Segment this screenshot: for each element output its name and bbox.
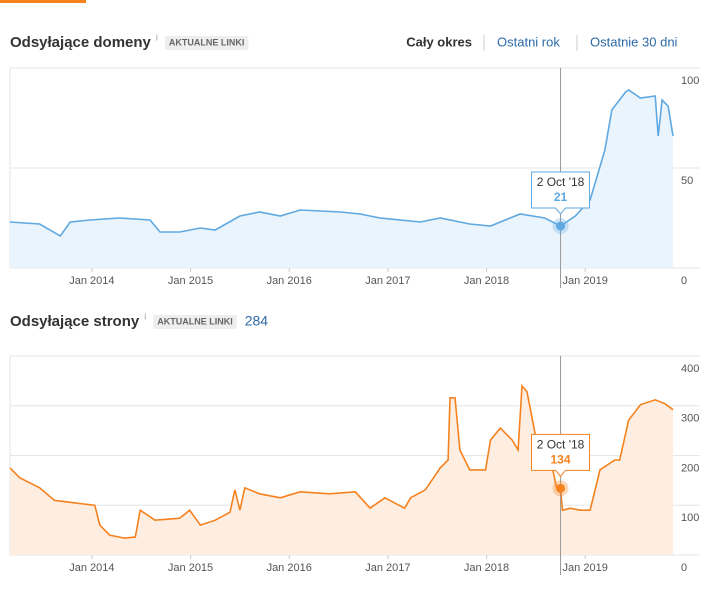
tooltip-value: 134: [551, 453, 571, 467]
y-tick-label: 0: [681, 275, 687, 287]
tooltip-box: [531, 433, 591, 478]
area: [10, 385, 673, 555]
tooltip-box: [531, 171, 591, 215]
y-tick-label: 200: [681, 462, 699, 474]
y-tick-label: 100: [681, 512, 699, 524]
x-tick-label: Jan 2014: [69, 562, 114, 574]
x-tick-label: Jan 2019: [563, 275, 608, 287]
y-tick-label: 50: [681, 175, 693, 187]
x-tick-label: Jan 2015: [168, 275, 213, 287]
x-tick-label: Jan 2017: [365, 562, 410, 574]
info-icon: i: [156, 32, 158, 42]
tooltip-date: 2 Oct '18: [537, 438, 585, 452]
y-tick-label: 0: [681, 562, 687, 574]
x-tick-label: Jan 2015: [168, 562, 213, 574]
line: [9, 383, 674, 539]
tab[interactable]: Ostatni rok: [497, 34, 560, 49]
badge-bg: [164, 36, 249, 50]
badge: AKTUALNE LINKI: [169, 37, 245, 47]
tab[interactable]: Ostatnie 30 dni: [590, 34, 678, 49]
x-tick-label: Jan 2017: [365, 275, 410, 287]
area: [10, 90, 673, 268]
x-tick-label: Jan 2019: [563, 562, 608, 574]
x-tick-label: Jan 2018: [464, 562, 509, 574]
x-tick-label: Jan 2014: [69, 275, 114, 287]
y-tick-label: 300: [681, 413, 699, 425]
tab[interactable]: Cały okres: [406, 34, 472, 49]
x-tick-label: Jan 2016: [267, 562, 312, 574]
highlight-point: [556, 221, 566, 231]
tooltip-value: 21: [554, 190, 568, 204]
badge-bg: [153, 315, 237, 329]
info-icon: i: [144, 311, 146, 321]
line: [9, 89, 674, 238]
total-count: 284: [245, 313, 269, 329]
active-tab-indicator: [0, 0, 86, 3]
chart-title: Odsyłające strony: [10, 313, 140, 330]
x-tick-label: Jan 2018: [464, 275, 509, 287]
y-tick-label: 100: [681, 75, 699, 87]
x-tick-label: Jan 2016: [267, 275, 312, 287]
chart-title: Odsyłające domeny: [10, 34, 152, 51]
tooltip-date: 2 Oct '18: [537, 175, 585, 189]
highlight-point: [556, 483, 566, 493]
y-tick-label: 400: [681, 363, 699, 375]
badge: AKTUALNE LINKI: [157, 316, 233, 326]
